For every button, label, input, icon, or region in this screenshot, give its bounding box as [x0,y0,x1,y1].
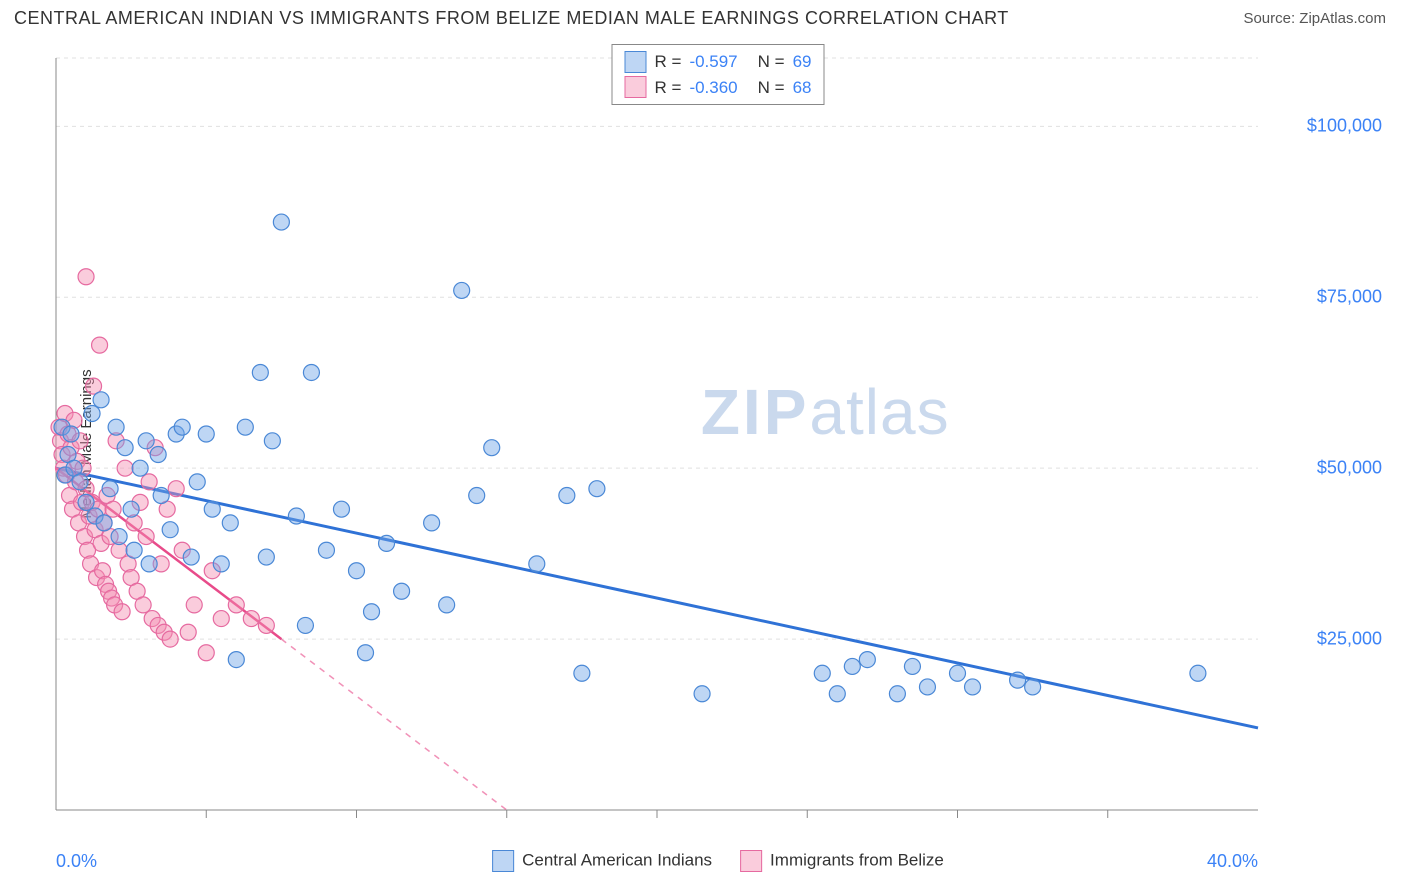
bottom-legend: Central American Indians Immigrants from… [492,850,944,872]
r-value-2: -0.360 [689,75,737,101]
y-tick-label: $25,000 [1317,629,1382,650]
y-tick-label: $50,000 [1317,458,1382,479]
stats-row-2: R = -0.360 N = 68 [625,75,812,101]
chart-title: CENTRAL AMERICAN INDIAN VS IMMIGRANTS FR… [14,8,1009,29]
n-value-2: 68 [793,75,812,101]
stats-swatch-1 [625,51,647,73]
legend-label-1: Central American Indians [522,850,712,869]
r-label-1: R = [655,49,682,75]
legend-item-2: Immigrants from Belize [740,850,944,872]
stats-row-1: R = -0.597 N = 69 [625,49,812,75]
stats-swatch-2 [625,76,647,98]
x-axis-max-label: 40.0% [1207,851,1258,872]
y-tick-label: $100,000 [1307,116,1382,137]
n-value-1: 69 [793,49,812,75]
x-axis-min-label: 0.0% [56,851,97,872]
r-label-2: R = [655,75,682,101]
source-label: Source: ZipAtlas.com [1243,10,1386,27]
title-bar: CENTRAL AMERICAN INDIAN VS IMMIGRANTS FR… [0,0,1406,33]
y-tick-label: $75,000 [1317,287,1382,308]
n-label-1: N = [758,49,785,75]
plot-area: Median Male Earnings ZIPatlas $25,000$50… [48,44,1388,844]
n-label-2: N = [758,75,785,101]
legend-label-2: Immigrants from Belize [770,850,944,869]
stats-box: R = -0.597 N = 69 R = -0.360 N = 68 [612,44,825,105]
legend-item-1: Central American Indians [492,850,712,872]
scatter-svg [48,44,1388,844]
legend-swatch-1 [492,850,514,872]
r-value-1: -0.597 [689,49,737,75]
legend-swatch-2 [740,850,762,872]
